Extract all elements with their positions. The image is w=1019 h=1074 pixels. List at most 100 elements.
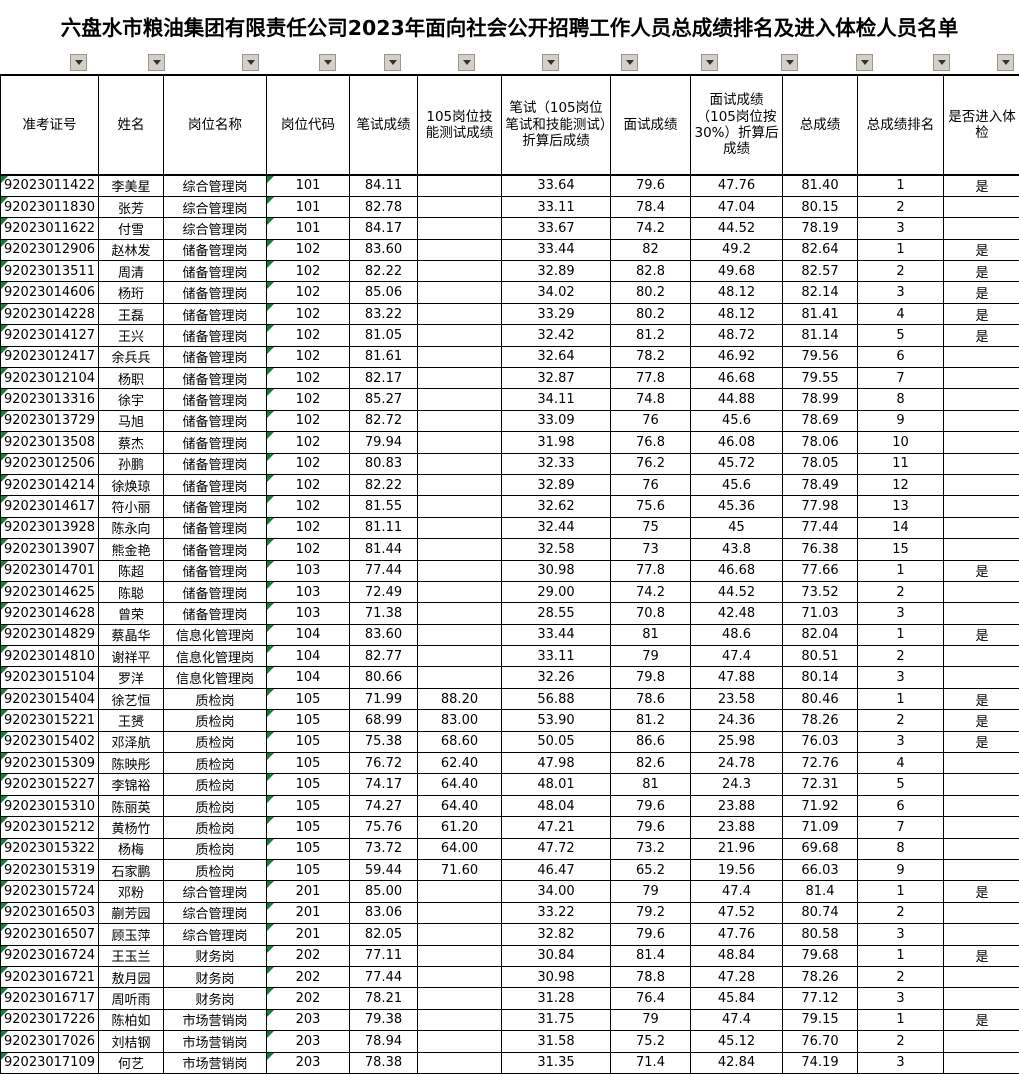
cell-r24-c9[interactable]: 47.88	[691, 667, 783, 688]
cell-r25-c9[interactable]: 23.58	[691, 688, 783, 709]
cell-r25-c11[interactable]: 1	[858, 688, 944, 709]
cell-r8-c4[interactable]: 102	[267, 325, 350, 346]
cell-r17-c3[interactable]: 储备管理岗	[164, 517, 267, 538]
cell-r38-c4[interactable]: 202	[267, 966, 350, 987]
cell-r31-c4[interactable]: 105	[267, 817, 350, 838]
cell-r37-c9[interactable]: 48.84	[691, 945, 783, 966]
cell-r3-c1[interactable]: 92023011622	[1, 218, 99, 239]
cell-r33-c1[interactable]: 92023015319	[1, 860, 99, 881]
cell-r40-c7[interactable]: 31.75	[502, 1009, 611, 1030]
cell-r26-c10[interactable]: 78.26	[783, 710, 858, 731]
cell-r8-c8[interactable]: 81.2	[611, 325, 691, 346]
cell-r26-c9[interactable]: 24.36	[691, 710, 783, 731]
cell-r22-c2[interactable]: 蔡晶华	[99, 624, 164, 645]
cell-r32-c5[interactable]: 73.72	[350, 838, 418, 859]
cell-r33-c12[interactable]	[944, 860, 1019, 881]
cell-r24-c2[interactable]: 罗洋	[99, 667, 164, 688]
cell-r32-c7[interactable]: 47.72	[502, 838, 611, 859]
cell-r3-c10[interactable]: 78.19	[783, 218, 858, 239]
cell-r37-c5[interactable]: 77.11	[350, 945, 418, 966]
cell-r12-c11[interactable]: 9	[858, 410, 944, 431]
cell-r7-c2[interactable]: 王磊	[99, 303, 164, 324]
cell-r27-c6[interactable]: 68.60	[418, 731, 502, 752]
cell-r40-c1[interactable]: 92023017226	[1, 1009, 99, 1030]
cell-r21-c3[interactable]: 储备管理岗	[164, 603, 267, 624]
cell-r37-c2[interactable]: 王玉兰	[99, 945, 164, 966]
cell-r10-c7[interactable]: 32.87	[502, 368, 611, 389]
cell-r18-c7[interactable]: 32.58	[502, 539, 611, 560]
cell-r14-c11[interactable]: 11	[858, 453, 944, 474]
cell-r25-c4[interactable]: 105	[267, 688, 350, 709]
cell-r19-c7[interactable]: 30.98	[502, 560, 611, 581]
cell-r38-c9[interactable]: 47.28	[691, 966, 783, 987]
cell-r12-c2[interactable]: 马旭	[99, 410, 164, 431]
cell-r6-c8[interactable]: 80.2	[611, 282, 691, 303]
cell-r5-c8[interactable]: 82.8	[611, 261, 691, 282]
autofilter-button-col-8[interactable]	[621, 54, 638, 71]
cell-r28-c11[interactable]: 4	[858, 753, 944, 774]
cell-r25-c5[interactable]: 71.99	[350, 688, 418, 709]
cell-r1-c12[interactable]: 是	[944, 175, 1019, 196]
cell-r7-c4[interactable]: 102	[267, 303, 350, 324]
cell-r34-c4[interactable]: 201	[267, 881, 350, 902]
cell-r34-c10[interactable]: 81.4	[783, 881, 858, 902]
cell-r39-c3[interactable]: 财务岗	[164, 988, 267, 1009]
cell-r23-c12[interactable]	[944, 646, 1019, 667]
cell-r22-c6[interactable]	[418, 624, 502, 645]
cell-r9-c6[interactable]	[418, 346, 502, 367]
cell-r12-c6[interactable]	[418, 410, 502, 431]
cell-r15-c8[interactable]: 76	[611, 474, 691, 495]
cell-r7-c1[interactable]: 92023014228	[1, 303, 99, 324]
cell-r27-c12[interactable]: 是	[944, 731, 1019, 752]
cell-r27-c2[interactable]: 邓泽航	[99, 731, 164, 752]
cell-r21-c12[interactable]	[944, 603, 1019, 624]
cell-r20-c12[interactable]	[944, 581, 1019, 602]
cell-r6-c9[interactable]: 48.12	[691, 282, 783, 303]
cell-r36-c4[interactable]: 201	[267, 924, 350, 945]
cell-r4-c2[interactable]: 赵林发	[99, 239, 164, 260]
cell-r35-c9[interactable]: 47.52	[691, 902, 783, 923]
cell-r31-c8[interactable]: 79.6	[611, 817, 691, 838]
cell-r25-c1[interactable]: 92023015404	[1, 688, 99, 709]
cell-r3-c12[interactable]	[944, 218, 1019, 239]
cell-r32-c1[interactable]: 92023015322	[1, 838, 99, 859]
cell-r42-c4[interactable]: 203	[267, 1052, 350, 1073]
cell-r9-c8[interactable]: 78.2	[611, 346, 691, 367]
cell-r10-c3[interactable]: 储备管理岗	[164, 368, 267, 389]
cell-r36-c3[interactable]: 综合管理岗	[164, 924, 267, 945]
cell-r9-c3[interactable]: 储备管理岗	[164, 346, 267, 367]
cell-r27-c7[interactable]: 50.05	[502, 731, 611, 752]
column-header-12[interactable]: 是否进入体检	[944, 75, 1019, 175]
cell-r4-c4[interactable]: 102	[267, 239, 350, 260]
cell-r9-c2[interactable]: 余兵兵	[99, 346, 164, 367]
cell-r34-c8[interactable]: 79	[611, 881, 691, 902]
cell-r22-c5[interactable]: 83.60	[350, 624, 418, 645]
cell-r12-c4[interactable]: 102	[267, 410, 350, 431]
cell-r6-c7[interactable]: 34.02	[502, 282, 611, 303]
cell-r26-c8[interactable]: 81.2	[611, 710, 691, 731]
cell-r31-c11[interactable]: 7	[858, 817, 944, 838]
cell-r30-c4[interactable]: 105	[267, 795, 350, 816]
cell-r18-c11[interactable]: 15	[858, 539, 944, 560]
cell-r41-c8[interactable]: 75.2	[611, 1031, 691, 1052]
cell-r22-c4[interactable]: 104	[267, 624, 350, 645]
column-header-3[interactable]: 岗位名称	[164, 75, 267, 175]
cell-r42-c9[interactable]: 42.84	[691, 1052, 783, 1073]
cell-r10-c4[interactable]: 102	[267, 368, 350, 389]
cell-r14-c8[interactable]: 76.2	[611, 453, 691, 474]
cell-r31-c3[interactable]: 质检岗	[164, 817, 267, 838]
cell-r39-c9[interactable]: 45.84	[691, 988, 783, 1009]
cell-r37-c1[interactable]: 92023016724	[1, 945, 99, 966]
cell-r12-c3[interactable]: 储备管理岗	[164, 410, 267, 431]
cell-r38-c3[interactable]: 财务岗	[164, 966, 267, 987]
cell-r34-c1[interactable]: 92023015724	[1, 881, 99, 902]
